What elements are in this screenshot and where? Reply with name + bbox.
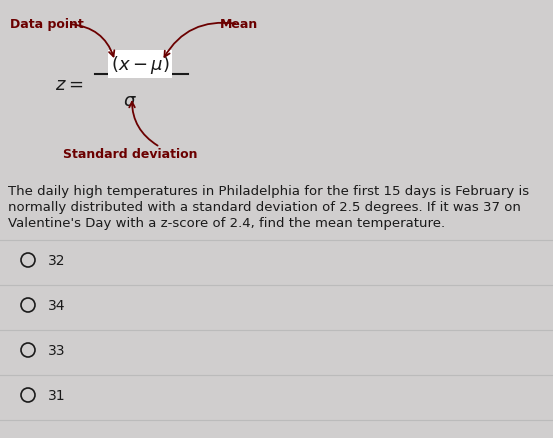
Text: Valentine's Day with a z-score of 2.4, find the mean temperature.: Valentine's Day with a z-score of 2.4, f… <box>8 216 445 230</box>
Text: 33: 33 <box>48 343 65 357</box>
Text: 31: 31 <box>48 388 66 402</box>
Text: 34: 34 <box>48 298 65 312</box>
Text: $z =$: $z =$ <box>55 76 83 94</box>
Text: The daily high temperatures in Philadelphia for the first 15 days is February is: The daily high temperatures in Philadelp… <box>8 184 529 198</box>
Text: Standard deviation: Standard deviation <box>62 148 197 161</box>
Text: Mean: Mean <box>220 18 258 31</box>
Text: $\sigma$: $\sigma$ <box>123 92 137 110</box>
Text: 32: 32 <box>48 254 65 267</box>
Text: Data point: Data point <box>10 18 84 31</box>
Text: normally distributed with a standard deviation of 2.5 degrees. If it was 37 on: normally distributed with a standard dev… <box>8 201 521 213</box>
Text: $(x - \mu)$: $(x - \mu)$ <box>111 54 169 76</box>
